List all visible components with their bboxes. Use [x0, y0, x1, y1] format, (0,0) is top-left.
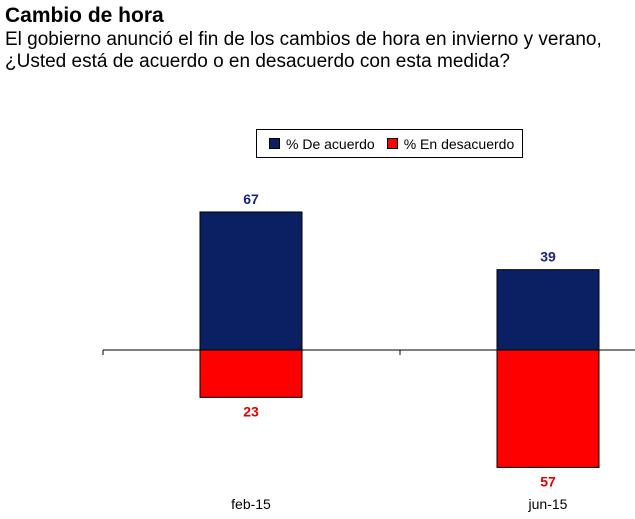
- x-tick-label-feb-15: feb-15: [231, 496, 271, 512]
- legend-label-acuerdo: % De acuerdo: [286, 135, 375, 152]
- legend-swatch-desacuerdo: [386, 138, 398, 149]
- chart-legend: % De acuerdo % En desacuerdo: [256, 129, 524, 158]
- data-label-acuerdo-jun-15: 39: [540, 249, 556, 265]
- data-label-desacuerdo-feb-15: 23: [243, 403, 259, 419]
- bar-desacuerdo-feb-15: [199, 349, 303, 398]
- x-tick-label-jun-15: jun-15: [528, 496, 568, 512]
- bar-desacuerdo-jun-15: [496, 349, 600, 468]
- legend-item-desacuerdo: % En desacuerdo: [386, 135, 515, 152]
- legend-label-desacuerdo: % En desacuerdo: [403, 135, 515, 152]
- data-label-acuerdo-feb-15: 67: [243, 191, 259, 207]
- data-label-desacuerdo-jun-15: 57: [540, 473, 556, 489]
- chart-subtitle: El gobierno anunció el fin de los cambio…: [5, 29, 602, 72]
- legend-item-acuerdo: % De acuerdo: [269, 136, 375, 152]
- chart-title: Cambio de hora: [5, 4, 164, 27]
- bar-acuerdo-jun-15: [496, 269, 600, 351]
- legend-swatch-acuerdo: [269, 138, 280, 149]
- bar-acuerdo-feb-15: [199, 211, 303, 351]
